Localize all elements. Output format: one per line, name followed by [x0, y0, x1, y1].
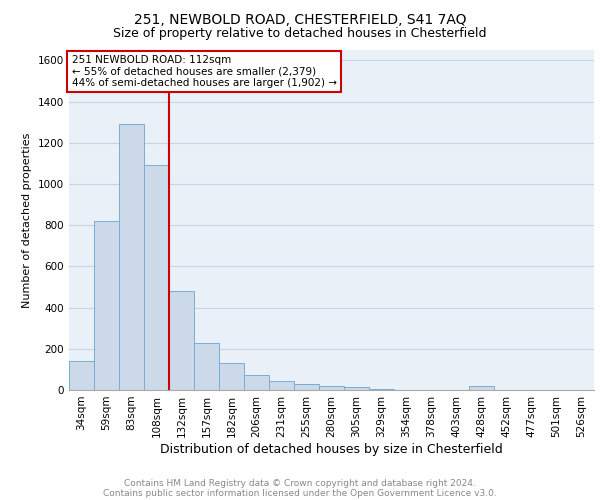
Text: Contains public sector information licensed under the Open Government Licence v3: Contains public sector information licen… — [103, 488, 497, 498]
Bar — [269, 380, 294, 390]
Bar — [319, 386, 344, 390]
Bar — [344, 387, 369, 390]
Bar — [169, 291, 194, 390]
X-axis label: Distribution of detached houses by size in Chesterfield: Distribution of detached houses by size … — [160, 442, 503, 456]
Bar — [244, 374, 269, 390]
Text: 251, NEWBOLD ROAD, CHESTERFIELD, S41 7AQ: 251, NEWBOLD ROAD, CHESTERFIELD, S41 7AQ — [134, 12, 466, 26]
Bar — [469, 386, 494, 390]
Bar — [369, 389, 394, 390]
Bar — [119, 124, 144, 390]
Bar — [294, 384, 319, 390]
Bar — [194, 342, 219, 390]
Bar — [219, 363, 244, 390]
Bar — [94, 221, 119, 390]
Y-axis label: Number of detached properties: Number of detached properties — [22, 132, 32, 308]
Text: Contains HM Land Registry data © Crown copyright and database right 2024.: Contains HM Land Registry data © Crown c… — [124, 478, 476, 488]
Bar — [144, 166, 169, 390]
Bar — [69, 361, 94, 390]
Text: 251 NEWBOLD ROAD: 112sqm
← 55% of detached houses are smaller (2,379)
44% of sem: 251 NEWBOLD ROAD: 112sqm ← 55% of detach… — [71, 55, 337, 88]
Text: Size of property relative to detached houses in Chesterfield: Size of property relative to detached ho… — [113, 28, 487, 40]
